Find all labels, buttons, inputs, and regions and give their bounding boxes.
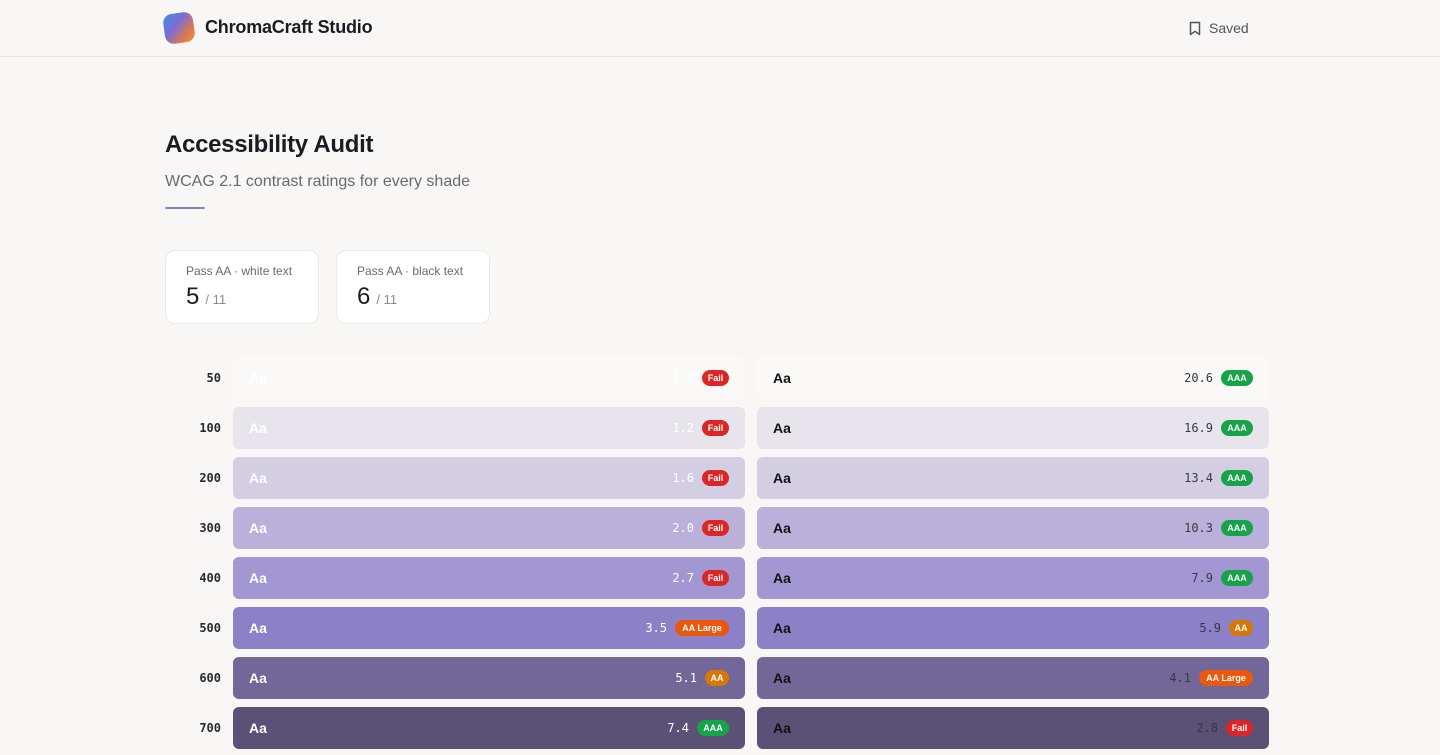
brand-logo-icon[interactable] [162, 11, 196, 45]
shade-label: 300 [199, 521, 221, 535]
sample-text: Aa [249, 520, 267, 536]
contrast-ratio: 13.4 [1184, 471, 1213, 485]
contrast-ratio: 4.1 [1169, 671, 1191, 685]
wcag-badge: AAA [1221, 420, 1253, 436]
shade-row: 600 Aa 5.1 AA Aa 4.1 AA Large [165, 657, 1269, 699]
black-text-swatch[interactable]: Aa 4.1 AA Large [757, 657, 1269, 699]
shade-label: 700 [199, 721, 221, 735]
shade-row: 50 Aa 1.0 Fail Aa 20.6 AAA [165, 357, 1269, 399]
wcag-badge: AAA [1221, 470, 1253, 486]
wcag-badge: AA Large [675, 620, 729, 636]
saved-label: Saved [1209, 20, 1249, 36]
sample-text: Aa [249, 370, 267, 386]
contrast-ratio: 5.1 [675, 671, 697, 685]
shade-label: 200 [199, 471, 221, 485]
shade-row: 200 Aa 1.6 Fail Aa 13.4 AAA [165, 457, 1269, 499]
white-text-swatch[interactable]: Aa 5.1 AA [233, 657, 745, 699]
wcag-badge: AA [1229, 620, 1253, 636]
black-text-swatch[interactable]: Aa 7.9 AAA [757, 557, 1269, 599]
sample-text: Aa [773, 620, 791, 636]
white-text-swatch[interactable]: Aa 7.4 AAA [233, 707, 745, 749]
contrast-ratio: 10.3 [1184, 521, 1213, 535]
shade-label: 400 [199, 571, 221, 585]
shade-label: 100 [199, 421, 221, 435]
contrast-ratio: 1.6 [672, 471, 694, 485]
contrast-ratio: 20.6 [1184, 371, 1213, 385]
wcag-badge: Fail [702, 570, 729, 586]
page-subtitle: WCAG 2.1 contrast ratings for every shad… [165, 173, 471, 190]
shade-label: 600 [199, 671, 221, 685]
wcag-badge: AA Large [1199, 670, 1253, 686]
white-text-swatch[interactable]: Aa 1.2 Fail [233, 407, 745, 449]
stat-card-white-text: Pass AA · white text 5 / 11 [165, 250, 319, 324]
sample-text: Aa [773, 370, 791, 386]
bookmark-icon [1189, 21, 1201, 36]
sample-text: Aa [773, 420, 791, 436]
contrast-ratio: 2.7 [672, 571, 694, 585]
white-text-swatch[interactable]: Aa 1.0 Fail [233, 357, 745, 399]
contrast-ratio: 5.9 [1199, 621, 1221, 635]
title-accent-divider [165, 207, 205, 209]
top-bar: ChromaCraft Studio Saved [0, 0, 1440, 57]
stat-label: Pass AA · black text [357, 264, 464, 278]
black-text-swatch[interactable]: Aa 5.9 AA [757, 607, 1269, 649]
stat-value: 5 [186, 283, 200, 310]
shade-label: 50 [206, 371, 221, 385]
contrast-ratio: 16.9 [1184, 421, 1213, 435]
sample-text: Aa [249, 620, 267, 636]
sample-text: Aa [249, 670, 267, 686]
wcag-badge: Fail [702, 420, 729, 436]
wcag-badge: AAA [697, 720, 729, 736]
black-text-swatch[interactable]: Aa 16.9 AAA [757, 407, 1269, 449]
sample-text: Aa [773, 720, 791, 736]
sample-text: Aa [249, 570, 267, 586]
black-text-swatch[interactable]: Aa 20.6 AAA [757, 357, 1269, 399]
stat-total: / 11 [376, 292, 398, 307]
white-text-swatch[interactable]: Aa 2.0 Fail [233, 507, 745, 549]
contrast-ratio: 1.0 [672, 371, 694, 385]
sample-text: Aa [773, 670, 791, 686]
shade-row: 400 Aa 2.7 Fail Aa 7.9 AAA [165, 557, 1269, 599]
black-text-swatch[interactable]: Aa 10.3 AAA [757, 507, 1269, 549]
white-text-swatch[interactable]: Aa 1.6 Fail [233, 457, 745, 499]
wcag-badge: AAA [1221, 570, 1253, 586]
shade-row: 100 Aa 1.2 Fail Aa 16.9 AAA [165, 407, 1269, 449]
wcag-badge: AA [705, 670, 729, 686]
contrast-ratio: 2.8 [1196, 721, 1218, 735]
wcag-badge: Fail [702, 520, 729, 536]
stat-label: Pass AA · white text [186, 264, 293, 278]
wcag-badge: Fail [1226, 720, 1253, 736]
contrast-ratio: 2.0 [672, 521, 694, 535]
shade-label: 500 [199, 621, 221, 635]
shade-row: 700 Aa 7.4 AAA Aa 2.8 Fail [165, 707, 1269, 749]
white-text-swatch[interactable]: Aa 3.5 AA Large [233, 607, 745, 649]
wcag-badge: AAA [1221, 520, 1253, 536]
black-text-swatch[interactable]: Aa 2.8 Fail [757, 707, 1269, 749]
black-text-swatch[interactable]: Aa 13.4 AAA [757, 457, 1269, 499]
wcag-badge: Fail [702, 470, 729, 486]
wcag-badge: Fail [702, 370, 729, 386]
brand-name[interactable]: ChromaCraft Studio [205, 17, 373, 37]
contrast-ratio: 3.5 [645, 621, 667, 635]
page-title: Accessibility Audit [165, 131, 374, 158]
contrast-ratio: 1.2 [672, 421, 694, 435]
contrast-ratio: 7.9 [1191, 571, 1213, 585]
sample-text: Aa [249, 470, 267, 486]
sample-text: Aa [249, 420, 267, 436]
sample-text: Aa [773, 470, 791, 486]
sample-text: Aa [773, 520, 791, 536]
stat-total: / 11 [205, 292, 227, 307]
shade-row: 500 Aa 3.5 AA Large Aa 5.9 AA [165, 607, 1269, 649]
contrast-ratio: 7.4 [667, 721, 689, 735]
shade-row: 300 Aa 2.0 Fail Aa 10.3 AAA [165, 507, 1269, 549]
stat-card-black-text: Pass AA · black text 6 / 11 [336, 250, 490, 324]
wcag-badge: AAA [1221, 370, 1253, 386]
sample-text: Aa [773, 570, 791, 586]
saved-button[interactable]: Saved [1189, 17, 1249, 39]
white-text-swatch[interactable]: Aa 2.7 Fail [233, 557, 745, 599]
stat-value: 6 [357, 283, 371, 310]
sample-text: Aa [249, 720, 267, 736]
